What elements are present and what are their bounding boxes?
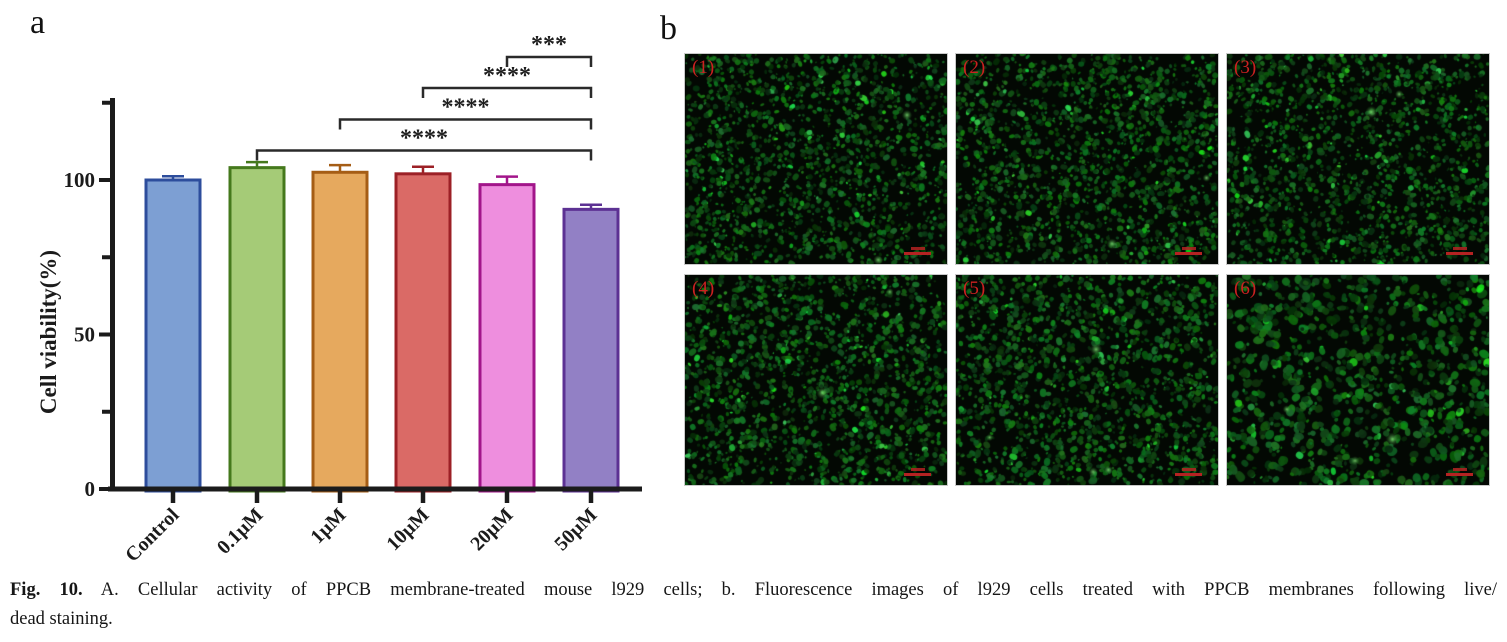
svg-text:0.1µM: 0.1µM: [213, 504, 268, 559]
svg-text:****: ****: [442, 95, 490, 121]
scale-bar: [1446, 473, 1473, 476]
scale-bar: [1175, 473, 1202, 476]
svg-text:0: 0: [85, 477, 96, 501]
panel-a-letter: a: [30, 4, 46, 41]
fluorescence-tile: (3): [1226, 53, 1490, 265]
scale-bar-text: [911, 468, 925, 471]
scale-bar: [1175, 252, 1202, 255]
scale-bar: [1446, 252, 1473, 255]
fluorescence-tile: (5): [955, 274, 1219, 486]
fluorescence-image: [1227, 54, 1489, 264]
fluorescence-image: [956, 54, 1218, 264]
scale-bar-text: [911, 247, 925, 250]
tile-number-label: (4): [692, 278, 715, 299]
tile-number-label: (3): [1234, 57, 1257, 78]
fluorescence-tile: (6): [1226, 274, 1490, 486]
svg-text:10µM: 10µM: [382, 504, 433, 555]
fluorescence-image: [956, 275, 1218, 485]
svg-text:50: 50: [74, 323, 95, 347]
caption-text: A. Cellular activity of PPCB membrane-tr…: [100, 580, 1498, 600]
fluorescence-image: [1227, 275, 1489, 485]
fluorescence-tile: (1): [684, 53, 948, 265]
fluorescence-image-grid: (1) (2) (3) (4) (5) (6): [684, 53, 1490, 486]
scale-bar-text: [1453, 468, 1467, 471]
svg-text:100: 100: [64, 168, 96, 192]
scale-bar-text: [1453, 247, 1467, 250]
fluorescence-image: [685, 275, 947, 485]
svg-text:1µM: 1µM: [306, 504, 350, 548]
figure-caption: Fig. 10. A. Cellular activity of PPCB me…: [10, 576, 1497, 633]
tile-number-label: (1): [692, 57, 715, 78]
svg-text:20µM: 20µM: [466, 504, 517, 555]
svg-text:50µM: 50µM: [550, 504, 601, 555]
svg-text:Control: Control: [121, 504, 184, 566]
scale-bar: [904, 252, 931, 255]
fluorescence-image: [685, 54, 947, 264]
caption-figure-label: Fig. 10.: [10, 580, 83, 600]
scale-bar: [904, 473, 931, 476]
fluorescence-tile: (2): [955, 53, 1219, 265]
tile-number-label: (2): [963, 57, 986, 78]
tile-number-label: (6): [1234, 278, 1257, 299]
fluorescence-tile: (4): [684, 274, 948, 486]
tile-number-label: (5): [963, 278, 986, 299]
panel-b-letter: b: [660, 10, 677, 47]
caption-line-1: Fig. 10. A. Cellular activity of PPCB me…: [10, 576, 1497, 605]
caption-line-2: dead staining.: [10, 608, 113, 629]
svg-text:****: ****: [483, 63, 531, 89]
svg-text:Cell viability(%): Cell viability(%): [36, 250, 61, 414]
svg-text:***: ***: [531, 32, 567, 58]
scale-bar-text: [1182, 468, 1196, 471]
svg-text:****: ****: [400, 126, 448, 152]
scale-bar-text: [1182, 247, 1196, 250]
cell-viability-bar-chart: 0 50 100 Cell viability(%) Control 0.1µM 1µM 10…: [36, 32, 642, 566]
